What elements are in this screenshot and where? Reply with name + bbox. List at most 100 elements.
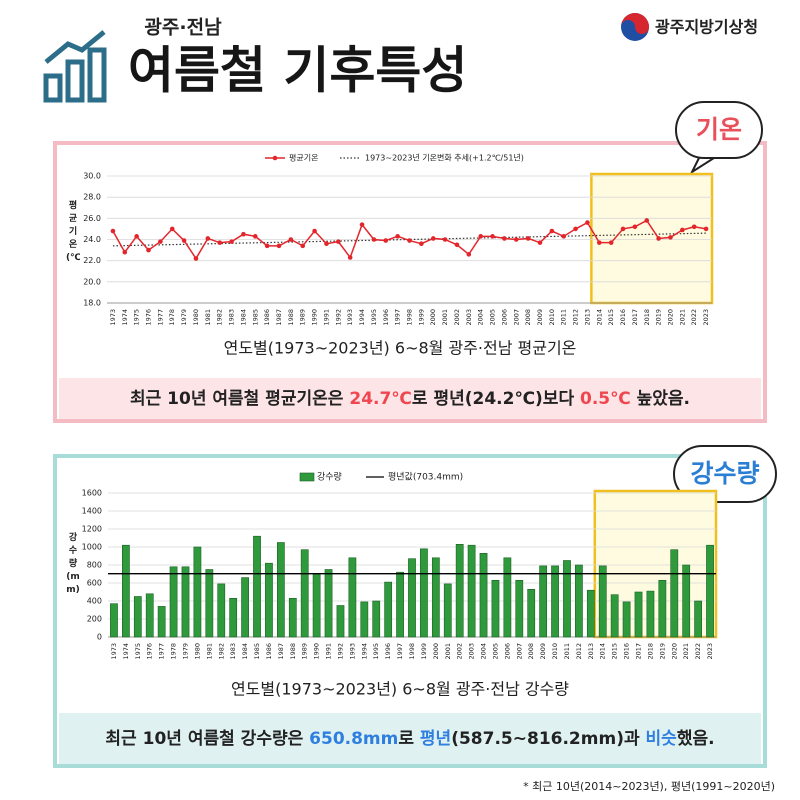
x-tick-label: 1984 bbox=[241, 643, 249, 660]
x-tick-label: 1994 bbox=[358, 309, 366, 326]
x-tick-label: 2022 bbox=[694, 643, 702, 660]
y-tick-label: 26.0 bbox=[83, 214, 101, 223]
x-tick-label: 2020 bbox=[666, 309, 674, 326]
x-tick-label: 2013 bbox=[587, 643, 595, 660]
x-tick-label: 2001 bbox=[441, 309, 449, 326]
header-icon bbox=[43, 30, 107, 103]
x-tick-label: 2016 bbox=[623, 643, 631, 660]
x-tick-label: 2018 bbox=[643, 309, 651, 326]
bar bbox=[241, 577, 249, 638]
bar bbox=[598, 565, 607, 638]
x-tick-label: 2023 bbox=[706, 643, 714, 660]
y-tick-label: 1200 bbox=[82, 525, 102, 534]
x-tick-label: 2001 bbox=[444, 643, 452, 660]
bar bbox=[658, 579, 667, 638]
point bbox=[525, 236, 531, 241]
x-tick-label: 2015 bbox=[607, 309, 615, 326]
y-tick-label: 18.0 bbox=[83, 299, 101, 308]
bar bbox=[110, 603, 118, 638]
x-tick-label: 1998 bbox=[408, 643, 416, 660]
point bbox=[264, 243, 270, 249]
x-tick-label: 2000 bbox=[432, 643, 440, 660]
point bbox=[288, 237, 294, 242]
x-tick-label: 1990 bbox=[313, 643, 321, 660]
x-tick-label: 2021 bbox=[682, 643, 690, 660]
bar bbox=[265, 562, 273, 638]
x-tick-label: 1978 bbox=[168, 309, 176, 326]
x-tick-label: 2003 bbox=[465, 309, 473, 326]
x-tick-label: 2004 bbox=[477, 309, 485, 326]
bar bbox=[253, 535, 261, 638]
point bbox=[561, 234, 567, 239]
x-tick-label: 2005 bbox=[489, 309, 497, 326]
x-tick-label: 2002 bbox=[456, 643, 464, 660]
x-tick-label: 2018 bbox=[646, 643, 654, 660]
y-axis-label: 평균기온(℃) bbox=[66, 201, 80, 263]
point bbox=[430, 236, 436, 241]
x-tick-label: 1989 bbox=[299, 309, 307, 326]
x-tick-label: 2006 bbox=[503, 643, 511, 660]
x-tick-label: 1991 bbox=[322, 309, 330, 326]
x-tick-label: 2000 bbox=[429, 309, 437, 326]
point bbox=[110, 228, 116, 234]
x-tick-label: 2009 bbox=[539, 643, 547, 660]
bar bbox=[479, 552, 488, 638]
summary-part: 24.7℃ bbox=[349, 389, 412, 409]
y-tick-label: 1600 bbox=[82, 489, 102, 498]
x-tick-label: 1980 bbox=[192, 309, 200, 326]
bar bbox=[539, 565, 548, 638]
legend-label: 강수량 bbox=[317, 471, 342, 483]
summary-part: 높았음. bbox=[631, 389, 690, 409]
x-tick-label: 2008 bbox=[524, 309, 532, 326]
summary-part: 로 평년(24.2℃)보다 bbox=[412, 389, 580, 409]
x-tick-label: 1986 bbox=[265, 643, 273, 660]
bar bbox=[181, 566, 190, 638]
y-axis-label-text: 강수량(mm) bbox=[66, 533, 80, 595]
bar bbox=[288, 597, 297, 638]
x-tick-label: 1993 bbox=[346, 309, 354, 326]
x-tick-label: 2011 bbox=[563, 643, 571, 660]
x-tick-label: 1981 bbox=[205, 643, 213, 660]
point bbox=[359, 222, 365, 227]
point bbox=[478, 234, 483, 239]
point bbox=[549, 228, 555, 234]
x-tick-label: 2014 bbox=[595, 309, 603, 326]
bar bbox=[133, 596, 142, 638]
bar bbox=[312, 573, 321, 638]
point bbox=[276, 243, 282, 249]
y-tick-label: 800 bbox=[87, 561, 102, 570]
bar bbox=[157, 606, 166, 638]
summary-part: 650.8mm bbox=[309, 729, 398, 749]
x-tick-label: 1999 bbox=[420, 643, 428, 660]
x-tick-label: 2010 bbox=[548, 309, 556, 326]
x-tick-label: 1985 bbox=[251, 309, 259, 326]
x-tick-label: 1989 bbox=[301, 643, 309, 660]
point bbox=[656, 236, 661, 241]
point bbox=[169, 226, 175, 232]
x-tick-label: 2016 bbox=[619, 309, 627, 326]
x-tick-label: 1992 bbox=[336, 643, 344, 660]
summary-band bbox=[59, 378, 761, 419]
bar bbox=[408, 558, 416, 638]
x-tick-label: 2013 bbox=[583, 309, 591, 326]
x-tick-label: 1997 bbox=[394, 309, 402, 326]
x-tick-label: 2010 bbox=[551, 643, 559, 660]
x-tick-label: 1980 bbox=[193, 643, 201, 660]
legend-swatch bbox=[299, 472, 315, 482]
x-tick-label: 1976 bbox=[145, 309, 153, 326]
x-tick-label: 1988 bbox=[287, 309, 295, 326]
x-tick-label: 1983 bbox=[228, 309, 236, 326]
bar bbox=[467, 544, 476, 638]
x-tick-label: 1988 bbox=[289, 643, 297, 660]
x-tick-label: 2008 bbox=[527, 643, 535, 660]
point bbox=[585, 220, 590, 225]
x-tick-label: 1974 bbox=[121, 309, 129, 326]
bar bbox=[229, 597, 238, 638]
x-tick-label: 1974 bbox=[122, 643, 130, 660]
agency: 광주지방기상청 bbox=[655, 18, 758, 37]
x-tick-label: 1987 bbox=[277, 643, 285, 660]
point bbox=[383, 238, 389, 243]
point bbox=[205, 236, 211, 241]
caption: 연도별(1973~2023년) 6~8월 광주·전남 평균기온 bbox=[224, 339, 577, 358]
